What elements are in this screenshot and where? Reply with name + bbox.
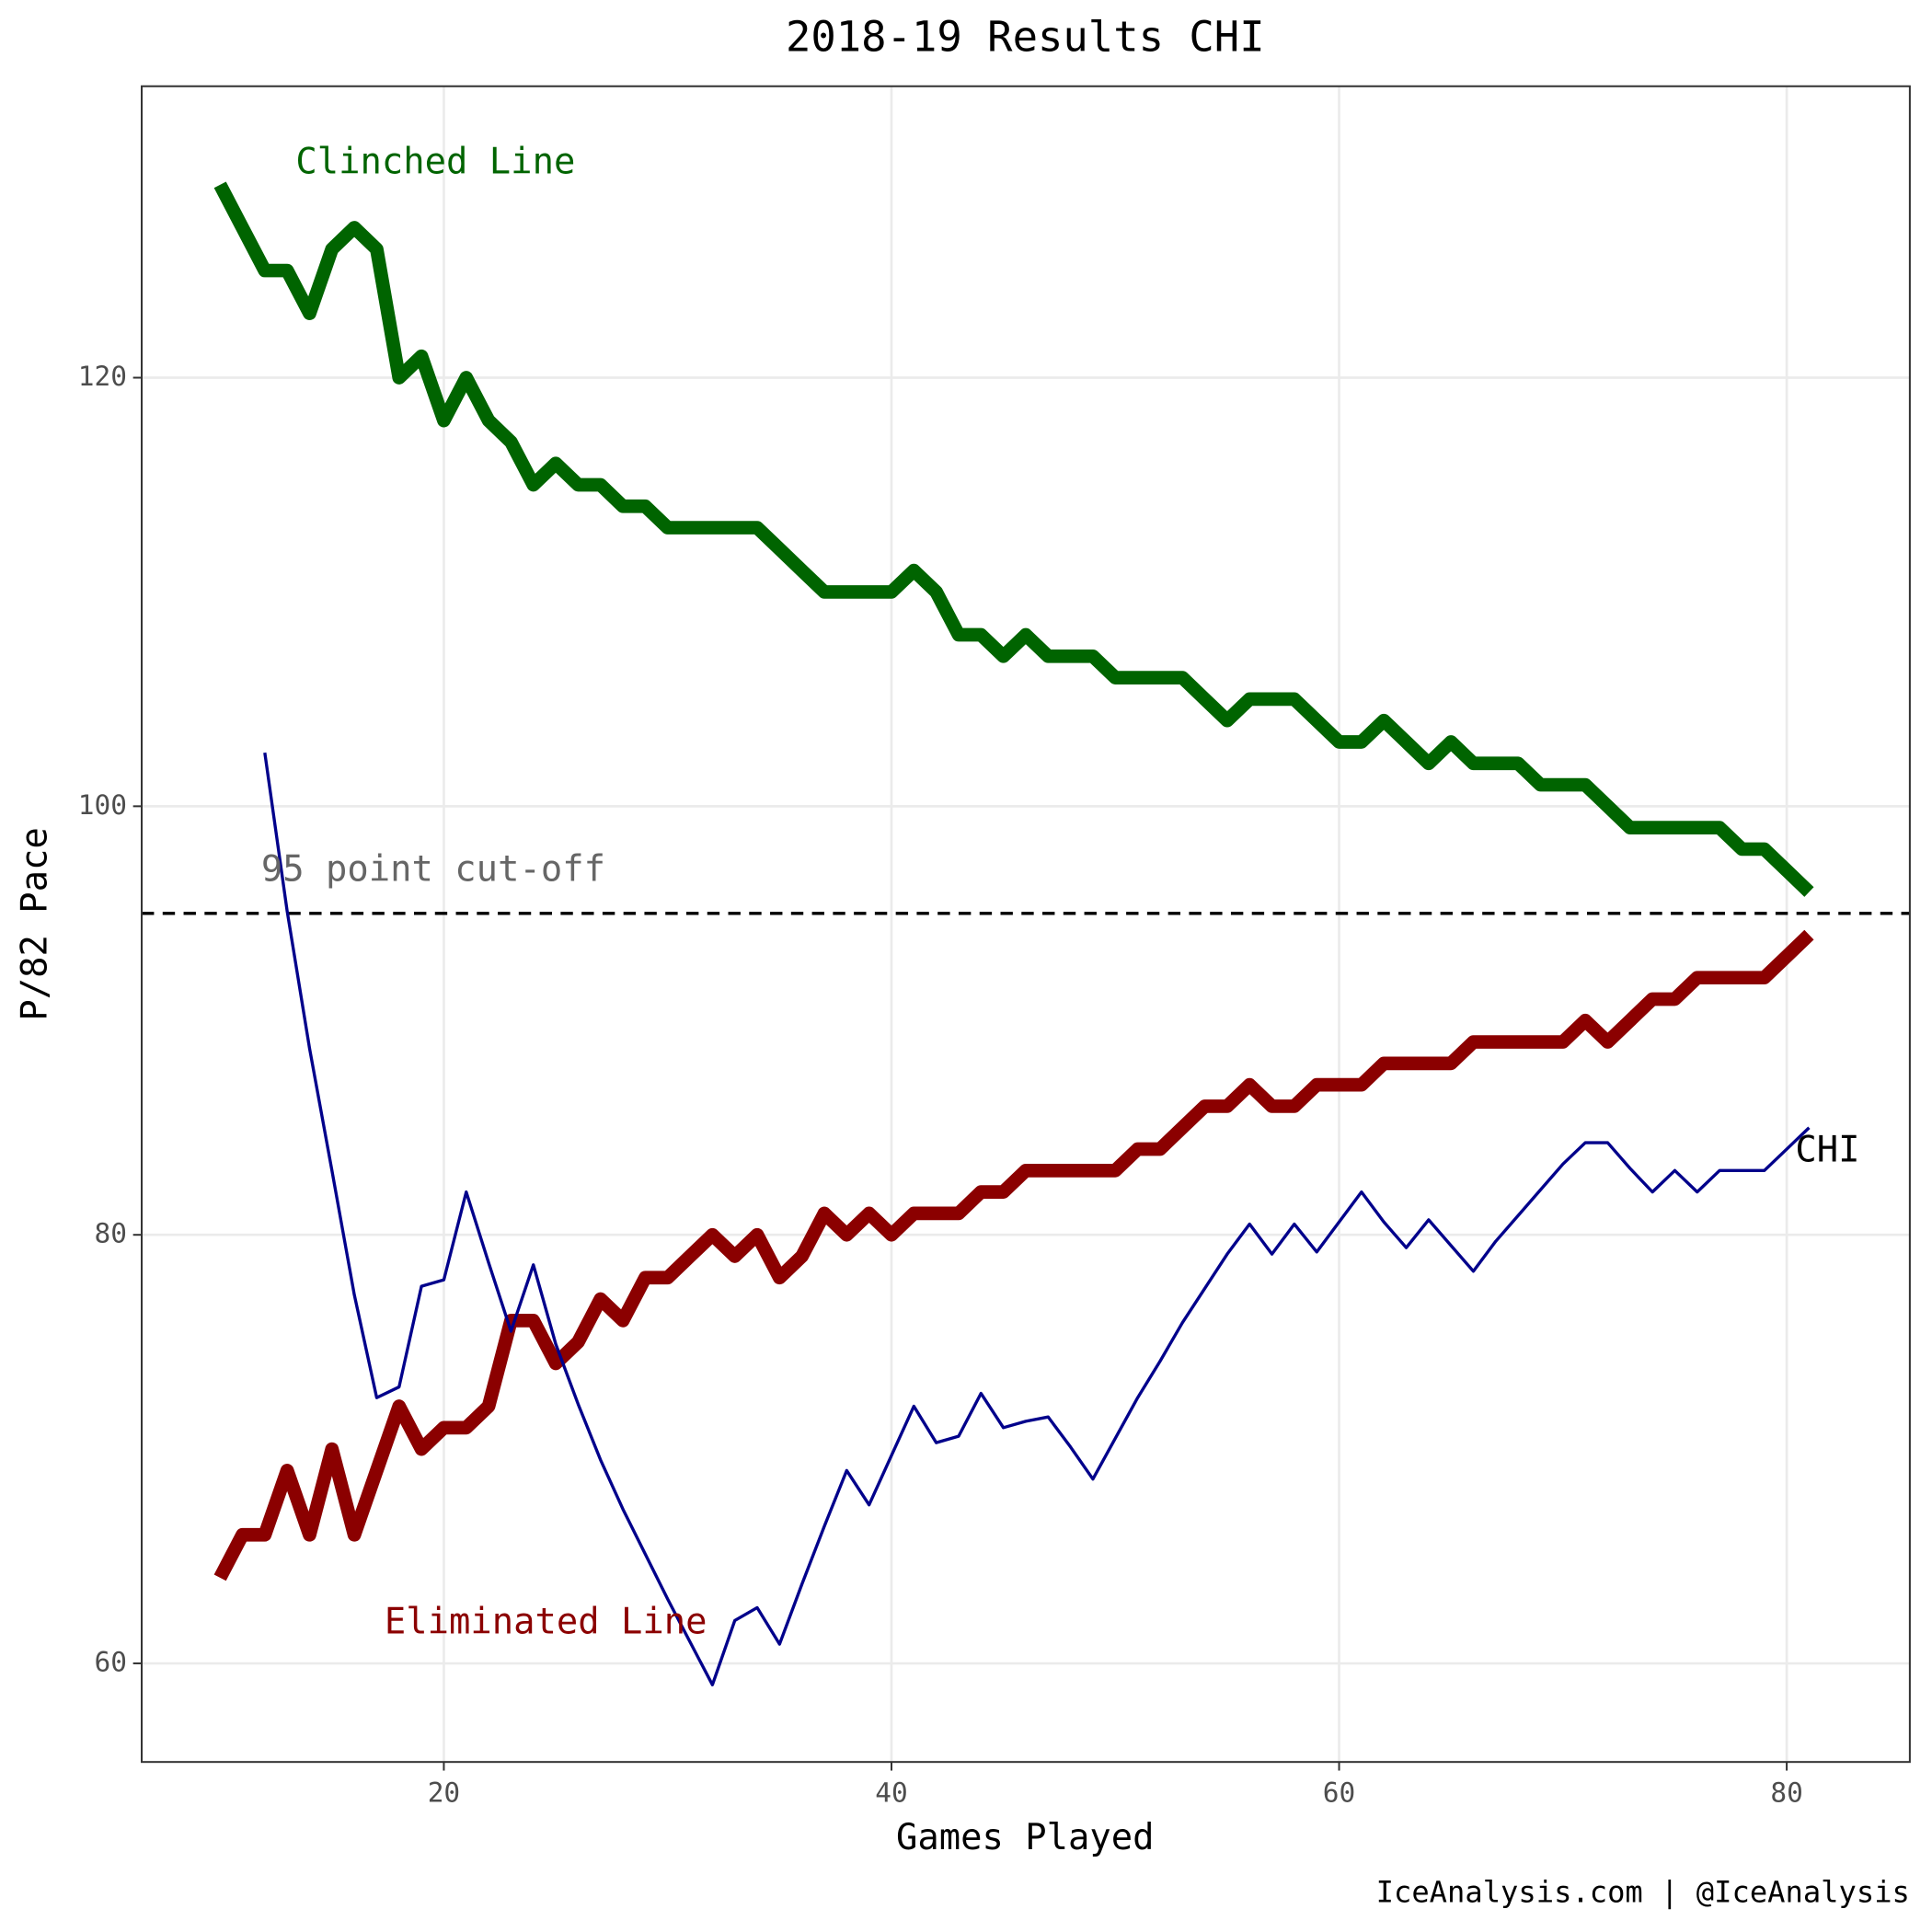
- series-label: Eliminated Line: [385, 1602, 707, 1643]
- x-tick-label: 60: [1323, 1777, 1355, 1809]
- x-tick-label: 20: [428, 1777, 460, 1809]
- caption: IceAnalysis.com | @IceAnalysis: [1376, 1874, 1910, 1909]
- cutoff-label: 95 point cut-off: [261, 848, 605, 890]
- series-label: CHI: [1795, 1130, 1859, 1171]
- series-line: [213, 181, 1814, 897]
- series-line: [263, 752, 1811, 1686]
- x-tick-label: 80: [1770, 1777, 1802, 1809]
- x-tick-label: 40: [875, 1777, 907, 1809]
- x-axis-label: Games Played: [896, 1817, 1155, 1858]
- series-line: [213, 929, 1814, 1581]
- y-tick-label: 60: [94, 1647, 126, 1678]
- chart-title: 2018-19 Results CHI: [786, 12, 1265, 61]
- series-label: Clinched Line: [295, 142, 575, 183]
- y-tick-label: 120: [78, 361, 127, 392]
- panel-border: [141, 85, 1911, 1764]
- y-tick-label: 100: [78, 789, 127, 821]
- y-tick-label: 80: [94, 1218, 126, 1249]
- y-axis-label: P/82 Pace: [15, 827, 56, 1020]
